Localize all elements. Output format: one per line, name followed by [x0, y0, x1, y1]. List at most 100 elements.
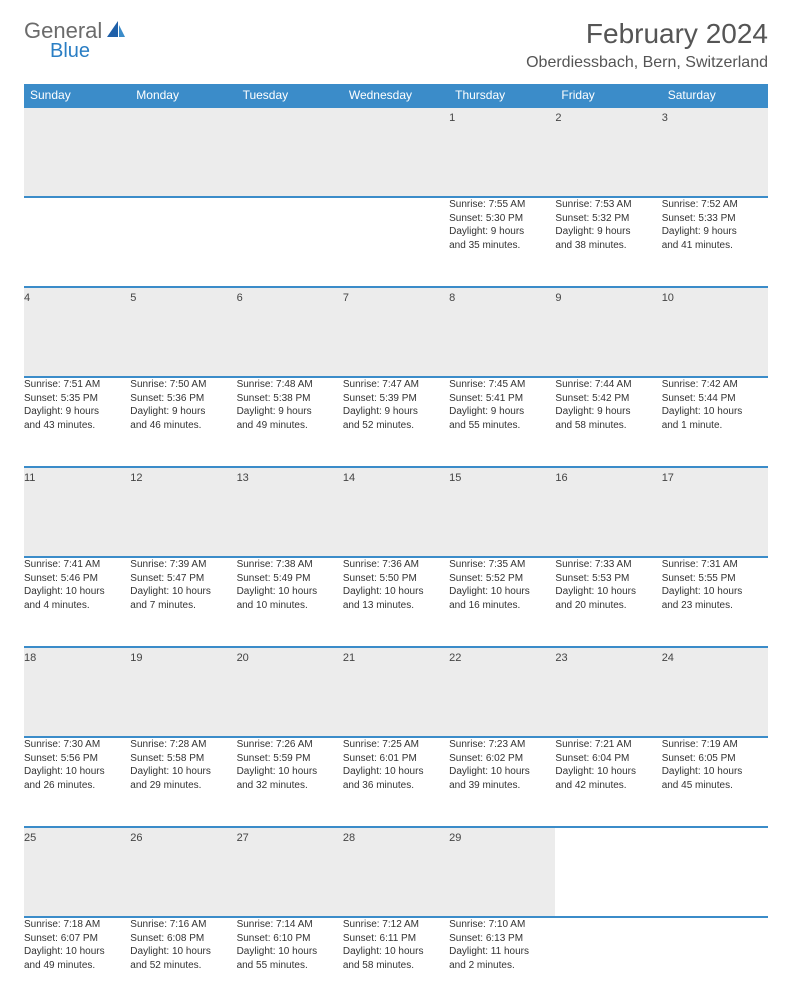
day-number-cell: 27 [237, 827, 343, 917]
day-number-cell [237, 107, 343, 197]
day-details-cell: Sunrise: 7:51 AMSunset: 5:35 PMDaylight:… [24, 377, 130, 467]
logo: General Blue [24, 18, 128, 44]
sunrise-text: Sunrise: 7:50 AM [130, 378, 236, 392]
daylight-text: and 26 minutes. [24, 779, 130, 793]
day-number-cell: 24 [662, 647, 768, 737]
daylight-text: Daylight: 9 hours [237, 405, 343, 419]
day-details-cell: Sunrise: 7:53 AMSunset: 5:32 PMDaylight:… [555, 197, 661, 287]
sunset-text: Sunset: 5:30 PM [449, 212, 555, 226]
daynum-row: 2526272829 [24, 827, 768, 917]
sunrise-text: Sunrise: 7:23 AM [449, 738, 555, 752]
day-number-cell: 3 [662, 107, 768, 197]
daylight-text: Daylight: 10 hours [237, 765, 343, 779]
day-number-cell [24, 107, 130, 197]
sunrise-text: Sunrise: 7:19 AM [662, 738, 768, 752]
day-details-cell: Sunrise: 7:10 AMSunset: 6:13 PMDaylight:… [449, 917, 555, 1007]
day-number: 7 [343, 292, 349, 304]
day-number: 13 [237, 472, 249, 484]
daylight-text: and 35 minutes. [449, 239, 555, 253]
day-number-cell: 7 [343, 287, 449, 377]
day-number: 29 [449, 832, 461, 844]
weekday-header: Tuesday [237, 84, 343, 107]
sunrise-text: Sunrise: 7:48 AM [237, 378, 343, 392]
day-number: 17 [662, 472, 674, 484]
daylight-text: Daylight: 10 hours [237, 945, 343, 959]
location-text: Oberdiessbach, Bern, Switzerland [526, 54, 768, 72]
day-number-cell: 25 [24, 827, 130, 917]
day-details-cell [237, 197, 343, 287]
day-details-cell: Sunrise: 7:30 AMSunset: 5:56 PMDaylight:… [24, 737, 130, 827]
day-number-cell: 1 [449, 107, 555, 197]
daylight-text: Daylight: 10 hours [343, 585, 449, 599]
daylight-text: and 32 minutes. [237, 779, 343, 793]
daynum-row: 45678910 [24, 287, 768, 377]
day-number: 9 [555, 292, 561, 304]
day-number: 28 [343, 832, 355, 844]
weekday-header: Wednesday [343, 84, 449, 107]
day-number-cell: 12 [130, 467, 236, 557]
daylight-text: and 49 minutes. [24, 959, 130, 973]
day-number-cell: 20 [237, 647, 343, 737]
day-details-cell: Sunrise: 7:38 AMSunset: 5:49 PMDaylight:… [237, 557, 343, 647]
sunrise-text: Sunrise: 7:36 AM [343, 558, 449, 572]
details-row: Sunrise: 7:30 AMSunset: 5:56 PMDaylight:… [24, 737, 768, 827]
day-details-cell: Sunrise: 7:55 AMSunset: 5:30 PMDaylight:… [449, 197, 555, 287]
sunset-text: Sunset: 6:05 PM [662, 752, 768, 766]
day-details-cell: Sunrise: 7:25 AMSunset: 6:01 PMDaylight:… [343, 737, 449, 827]
weekday-header: Thursday [449, 84, 555, 107]
sunrise-text: Sunrise: 7:12 AM [343, 918, 449, 932]
daylight-text: Daylight: 11 hours [449, 945, 555, 959]
sunset-text: Sunset: 5:59 PM [237, 752, 343, 766]
day-details-cell: Sunrise: 7:52 AMSunset: 5:33 PMDaylight:… [662, 197, 768, 287]
daylight-text: Daylight: 10 hours [130, 585, 236, 599]
daylight-text: and 46 minutes. [130, 419, 236, 433]
daylight-text: Daylight: 10 hours [24, 765, 130, 779]
daynum-row: 11121314151617 [24, 467, 768, 557]
day-number-cell: 6 [237, 287, 343, 377]
day-details-cell: Sunrise: 7:45 AMSunset: 5:41 PMDaylight:… [449, 377, 555, 467]
sunset-text: Sunset: 5:33 PM [662, 212, 768, 226]
daylight-text: and 42 minutes. [555, 779, 661, 793]
day-details-cell: Sunrise: 7:19 AMSunset: 6:05 PMDaylight:… [662, 737, 768, 827]
day-number: 5 [130, 292, 136, 304]
daylight-text: Daylight: 10 hours [343, 765, 449, 779]
sunset-text: Sunset: 5:46 PM [24, 572, 130, 586]
daylight-text: and 29 minutes. [130, 779, 236, 793]
sunset-text: Sunset: 6:10 PM [237, 932, 343, 946]
daylight-text: Daylight: 10 hours [662, 765, 768, 779]
logo-sail-icon [106, 20, 126, 43]
daylight-text: Daylight: 10 hours [343, 945, 449, 959]
day-number: 25 [24, 832, 36, 844]
sunset-text: Sunset: 5:56 PM [24, 752, 130, 766]
sunset-text: Sunset: 5:38 PM [237, 392, 343, 406]
daylight-text: and 55 minutes. [449, 419, 555, 433]
day-number: 24 [662, 652, 674, 664]
day-details-cell: Sunrise: 7:31 AMSunset: 5:55 PMDaylight:… [662, 557, 768, 647]
day-details-cell [343, 197, 449, 287]
daylight-text: and 4 minutes. [24, 599, 130, 613]
sunset-text: Sunset: 6:02 PM [449, 752, 555, 766]
daylight-text: Daylight: 9 hours [555, 225, 661, 239]
sunset-text: Sunset: 5:41 PM [449, 392, 555, 406]
sunrise-text: Sunrise: 7:14 AM [237, 918, 343, 932]
day-number: 11 [24, 472, 35, 484]
title-block: February 2024 Oberdiessbach, Bern, Switz… [526, 18, 768, 72]
day-number-cell: 16 [555, 467, 661, 557]
day-number: 21 [343, 652, 355, 664]
sunrise-text: Sunrise: 7:42 AM [662, 378, 768, 392]
day-number-cell: 17 [662, 467, 768, 557]
daylight-text: Daylight: 9 hours [555, 405, 661, 419]
sunrise-text: Sunrise: 7:16 AM [130, 918, 236, 932]
sunset-text: Sunset: 6:04 PM [555, 752, 661, 766]
day-number: 22 [449, 652, 461, 664]
sunset-text: Sunset: 5:39 PM [343, 392, 449, 406]
day-details-cell: Sunrise: 7:39 AMSunset: 5:47 PMDaylight:… [130, 557, 236, 647]
daylight-text: and 58 minutes. [555, 419, 661, 433]
day-number: 19 [130, 652, 142, 664]
daylight-text: Daylight: 9 hours [449, 225, 555, 239]
daylight-text: and 36 minutes. [343, 779, 449, 793]
day-number-cell: 28 [343, 827, 449, 917]
day-details-cell: Sunrise: 7:50 AMSunset: 5:36 PMDaylight:… [130, 377, 236, 467]
daylight-text: Daylight: 10 hours [555, 765, 661, 779]
sunrise-text: Sunrise: 7:52 AM [662, 198, 768, 212]
